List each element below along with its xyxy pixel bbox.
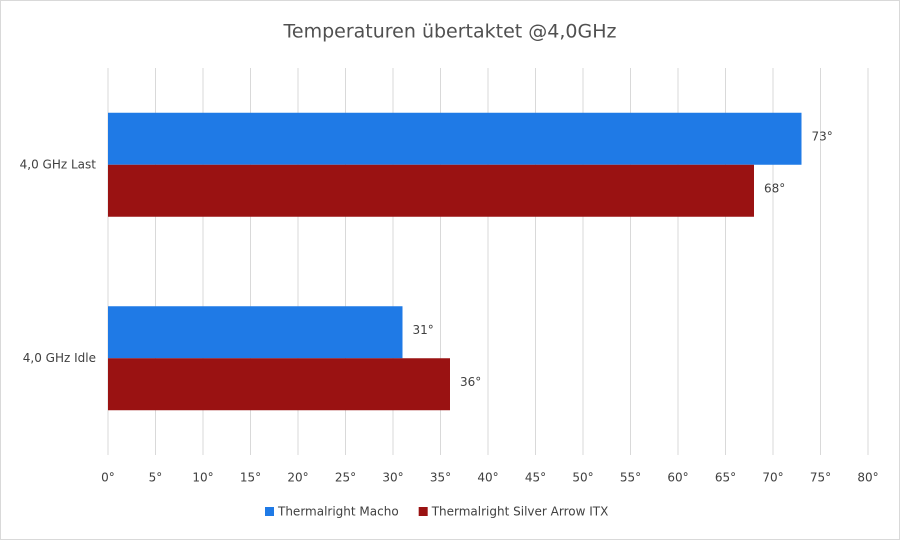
x-tick-label: 5°: [149, 471, 163, 485]
x-tick-label: 10°: [192, 471, 213, 485]
x-tick-label: 40°: [477, 471, 498, 485]
x-tick-label: 25°: [335, 471, 356, 485]
x-tick-label: 0°: [101, 471, 115, 485]
legend-label: Thermalright Macho: [277, 505, 399, 519]
legend-marker: [418, 507, 428, 516]
bar: [108, 358, 450, 411]
x-tick-label: 70°: [762, 471, 783, 485]
data-label: 36°: [460, 375, 481, 389]
x-tick-label: 75°: [810, 471, 831, 485]
chart-title: Temperaturen übertaktet @4,0GHz: [283, 21, 617, 43]
x-tick-label: 45°: [525, 471, 546, 485]
x-tick-label: 65°: [715, 471, 736, 485]
bar: [108, 306, 403, 359]
x-tick-label: 50°: [572, 471, 593, 485]
legend-label: Thermalright Silver Arrow ITX: [431, 505, 609, 519]
y-tick-label: 4,0 GHz Last: [20, 157, 97, 171]
data-label: 73°: [812, 129, 833, 143]
bar: [108, 112, 802, 165]
y-tick-label: 4,0 GHz Idle: [23, 351, 96, 365]
x-tick-label: 15°: [240, 471, 261, 485]
x-tick-label: 55°: [620, 471, 641, 485]
x-tick-label: 60°: [667, 471, 688, 485]
legend-marker: [265, 507, 274, 516]
data-label: 31°: [413, 323, 434, 337]
data-label: 68°: [764, 181, 785, 195]
x-tick-label: 80°: [857, 471, 878, 485]
x-tick-label: 30°: [382, 471, 403, 485]
x-tick-label: 35°: [430, 471, 451, 485]
bar: [108, 164, 754, 217]
x-tick-label: 20°: [287, 471, 308, 485]
